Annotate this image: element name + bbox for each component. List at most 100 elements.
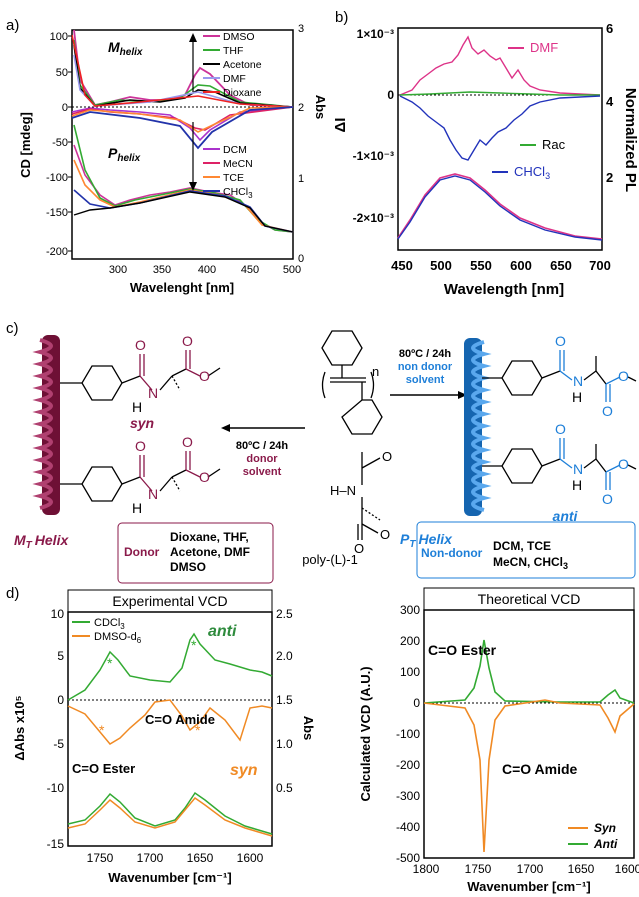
- y-tick: -15: [47, 837, 65, 851]
- atom-o: O: [555, 333, 566, 349]
- panel-b-y-right-label: Normalized PL: [622, 88, 639, 192]
- legend-rac: Rac: [542, 137, 566, 152]
- legend-item: MeCN: [223, 158, 253, 170]
- syn-label: syn: [130, 415, 154, 431]
- down-arrow-head: [189, 182, 197, 191]
- legend-item: THF: [223, 45, 243, 57]
- right-arrow-text-3: solvent: [406, 374, 445, 386]
- panel-b-y-right-ticks: 6 4 2: [606, 21, 614, 185]
- legend-item: TCE: [223, 172, 244, 184]
- panel-b-x-label: Wavelength [nm]: [444, 281, 564, 298]
- mt-side-chain-bottom-atoms: O N H O O: [132, 434, 210, 516]
- arrow-to-mt-head: [221, 424, 230, 432]
- donor-solvents-1: Dioxane, THF,: [170, 530, 249, 544]
- left-arrow-text-2: donor: [246, 453, 278, 465]
- amide-label: C=O Amide: [145, 712, 215, 727]
- legend-dmso: DMSO-d6: [94, 631, 142, 645]
- exp-x-label: Wavenumber [cm⁻¹]: [108, 870, 231, 885]
- atom-o: O: [135, 337, 146, 353]
- atom-o: O: [135, 438, 146, 454]
- atom-o: O: [182, 333, 193, 349]
- exp-y-left-ticks: 10 5 0 -5 -10 -15: [47, 607, 65, 851]
- panel-b-frame: [397, 27, 603, 251]
- abs-thf-line: [73, 124, 294, 233]
- y-right-tick: 2.5: [276, 607, 293, 621]
- panel-b: b) 1×10⁻³ 0 -1×10⁻³ -2×10⁻³ 6 4 2 450 50…: [332, 9, 639, 298]
- y-tick: -10: [47, 781, 65, 795]
- atom-h: H: [572, 477, 582, 493]
- panel-c-label: c): [6, 320, 19, 337]
- x-tick: 1700: [517, 862, 544, 876]
- up-arrow-head: [189, 33, 197, 42]
- pl-chcl3-line: [399, 95, 601, 161]
- panel-d-experimental: d) Experimental VCD * * * * anti syn C=O…: [6, 585, 316, 885]
- exp-y-left-label: ΔAbs x10⁵: [12, 695, 27, 760]
- nondonor-solvents-2: MeCN, CHCl3: [493, 555, 568, 571]
- panel-c: c) O N H O O syn: [6, 320, 637, 584]
- cd-dcm-line: [71, 106, 294, 142]
- y-tick: 300: [400, 603, 420, 617]
- asterisk: *: [195, 722, 201, 738]
- atom-o: O: [602, 491, 613, 507]
- y-tick: -200: [396, 758, 420, 772]
- x-tick: 1650: [187, 851, 214, 865]
- panel-a-frame: [71, 29, 294, 260]
- legend-item: DCM: [223, 144, 247, 156]
- atom-o: O: [618, 456, 629, 472]
- y-tick: -200: [46, 246, 68, 258]
- exp-dmso-abs: [67, 796, 273, 837]
- y-tick: 0: [57, 693, 64, 707]
- x-tick: 1600: [237, 851, 264, 865]
- helix-turns: [471, 340, 492, 512]
- pl-dmf-line: [399, 35, 601, 96]
- nondonor-solvents-1: DCM, TCE: [493, 539, 551, 553]
- exp-y-right-label: Abs: [301, 716, 316, 741]
- panel-d-label: d): [6, 585, 19, 602]
- pl-emission-dmf: [397, 173, 603, 240]
- mt-side-chain-bottom: [60, 451, 221, 502]
- atom-o: O: [354, 541, 364, 556]
- exp-frame: [67, 611, 273, 847]
- panel-a-legend-top: DMSO THF Acetone DMF Dioxane: [203, 31, 262, 99]
- x-tick: 450: [241, 264, 259, 276]
- y-right-tick: 1: [298, 173, 304, 185]
- asterisk: *: [107, 655, 113, 671]
- donor-box: [117, 522, 274, 584]
- x-tick: 700: [589, 258, 611, 273]
- y-tick: -100: [46, 172, 68, 184]
- legend-item: DMSO: [223, 31, 255, 43]
- panel-b-label: b): [335, 9, 348, 26]
- atom-o: O: [182, 434, 193, 450]
- x-tick: 450: [391, 258, 413, 273]
- y-tick: 0: [62, 102, 68, 114]
- theo-y-ticks: 300 200 100 0 -100 -200 -300 -400 -500: [396, 603, 420, 865]
- theo-x-ticks: 1800 1750 1700 1650 1600: [413, 862, 639, 876]
- pt-side-chain-top: [482, 350, 637, 402]
- y-right-tick: 2: [606, 170, 613, 185]
- asterisk: *: [191, 637, 197, 653]
- y-tick: 0: [413, 696, 420, 710]
- y-tick: -50: [52, 137, 68, 149]
- x-tick: 1600: [615, 862, 639, 876]
- theo-amide-label: C=O Amide: [502, 761, 578, 777]
- atom-n: N: [573, 461, 583, 477]
- x-tick: 1800: [413, 862, 440, 876]
- pt-side-chain-top-atoms: O N H O O: [555, 333, 629, 419]
- x-tick: 1650: [568, 862, 595, 876]
- atom-h: H: [572, 389, 582, 405]
- legend-dmf: DMF: [530, 40, 558, 55]
- x-tick: 600: [510, 258, 532, 273]
- panel-a-y-right-ticks: 3 2 1 0: [298, 23, 304, 265]
- asterisk: *: [99, 722, 105, 738]
- x-tick: 1750: [465, 862, 492, 876]
- p-helix-label: Phelix: [108, 145, 141, 164]
- y-tick: 0: [387, 88, 394, 102]
- y-tick: 10: [51, 607, 65, 621]
- cd-chcl3-line: [71, 106, 294, 150]
- atom-o: O: [382, 449, 392, 464]
- theo-x-label: Wavenumber [cm⁻¹]: [467, 879, 590, 894]
- panel-b-x-ticks: 450 500 550 600 650 700: [391, 258, 611, 273]
- panel-a-x-ticks: 300 350 400 450 500: [109, 264, 301, 276]
- y-tick: -500: [396, 851, 420, 865]
